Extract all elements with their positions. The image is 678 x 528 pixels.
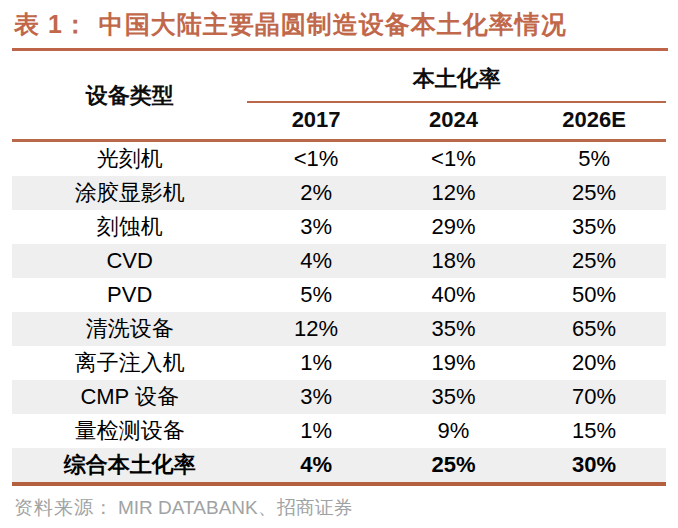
localization-rate-table: 设备类型 本土化率 2017 2024 2026E 光刻机<1%<1%5%涂胶显… [12, 52, 666, 486]
rate-value-cell: 25% [522, 176, 666, 210]
rate-value-cell: 29% [385, 210, 522, 244]
rate-value-cell: 65% [522, 312, 666, 346]
rate-value-cell: <1% [385, 141, 522, 177]
table-title-text: 中国大陆主要晶圆制造设备本土化率情况 [99, 10, 567, 38]
equipment-type-header: 设备类型 [12, 52, 247, 141]
rate-value-cell: 5% [522, 141, 666, 177]
table-title: 表 1： 中国大陆主要晶圆制造设备本土化率情况 [12, 4, 668, 48]
rate-value-cell: 9% [385, 414, 522, 448]
table-row: CMP 设备3%35%70% [12, 380, 666, 414]
table-row: 离子注入机1%19%20% [12, 346, 666, 380]
rate-value-cell: 4% [247, 244, 384, 278]
table-row: PVD5%40%50% [12, 278, 666, 312]
year-header-2017: 2017 [247, 102, 384, 141]
rate-value-cell: 3% [247, 210, 384, 244]
report-table-card: 表 1： 中国大陆主要晶圆制造设备本土化率情况 设备类型 本土化率 2017 20… [0, 0, 678, 521]
table-row: 综合本土化率4%25%30% [12, 448, 666, 484]
equipment-name-cell: PVD [12, 278, 247, 312]
rate-value-cell: 40% [385, 278, 522, 312]
equipment-name-cell: 量检测设备 [12, 414, 247, 448]
equipment-name-cell: 综合本土化率 [12, 448, 247, 484]
equipment-name-cell: 离子注入机 [12, 346, 247, 380]
table-row: 量检测设备1%9%15% [12, 414, 666, 448]
rate-value-cell: <1% [247, 141, 384, 177]
year-header-2026e: 2026E [522, 102, 666, 141]
table-number-label: 表 1： [14, 10, 89, 38]
table-row: 涂胶显影机2%12%25% [12, 176, 666, 210]
rate-value-cell: 25% [522, 244, 666, 278]
equipment-name-cell: CMP 设备 [12, 380, 247, 414]
rate-value-cell: 19% [385, 346, 522, 380]
rate-value-cell: 25% [385, 448, 522, 484]
rate-value-cell: 30% [522, 448, 666, 484]
table-row: 刻蚀机3%29%35% [12, 210, 666, 244]
table-body: 光刻机<1%<1%5%涂胶显影机2%12%25%刻蚀机3%29%35%CVD4%… [12, 141, 666, 485]
rate-value-cell: 15% [522, 414, 666, 448]
rate-value-cell: 20% [522, 346, 666, 380]
rate-value-cell: 70% [522, 380, 666, 414]
rate-value-cell: 50% [522, 278, 666, 312]
rate-value-cell: 2% [247, 176, 384, 210]
equipment-name-cell: 刻蚀机 [12, 210, 247, 244]
rate-value-cell: 1% [247, 414, 384, 448]
rate-value-cell: 35% [522, 210, 666, 244]
equipment-name-cell: 清洗设备 [12, 312, 247, 346]
rate-value-cell: 12% [247, 312, 384, 346]
localization-rate-group-header: 本土化率 [247, 52, 666, 102]
source-label: 资料来源： [14, 497, 114, 518]
equipment-name-cell: 光刻机 [12, 141, 247, 177]
equipment-name-cell: CVD [12, 244, 247, 278]
table-row: CVD4%18%25% [12, 244, 666, 278]
rate-value-cell: 12% [385, 176, 522, 210]
table-row: 清洗设备12%35%65% [12, 312, 666, 346]
rate-value-cell: 5% [247, 278, 384, 312]
rate-value-cell: 3% [247, 380, 384, 414]
rate-value-cell: 18% [385, 244, 522, 278]
rate-value-cell: 35% [385, 312, 522, 346]
source-text: MIR DATABANK、招商证券 [118, 497, 353, 518]
rate-value-cell: 35% [385, 380, 522, 414]
equipment-name-cell: 涂胶显影机 [12, 176, 247, 210]
title-underline [12, 48, 668, 51]
rate-value-cell: 4% [247, 448, 384, 484]
year-header-2024: 2024 [385, 102, 522, 141]
table-row: 光刻机<1%<1%5% [12, 141, 666, 177]
data-source-line: 资料来源：MIR DATABANK、招商证券 [12, 495, 668, 521]
rate-value-cell: 1% [247, 346, 384, 380]
table-header: 设备类型 本土化率 2017 2024 2026E [12, 52, 666, 141]
